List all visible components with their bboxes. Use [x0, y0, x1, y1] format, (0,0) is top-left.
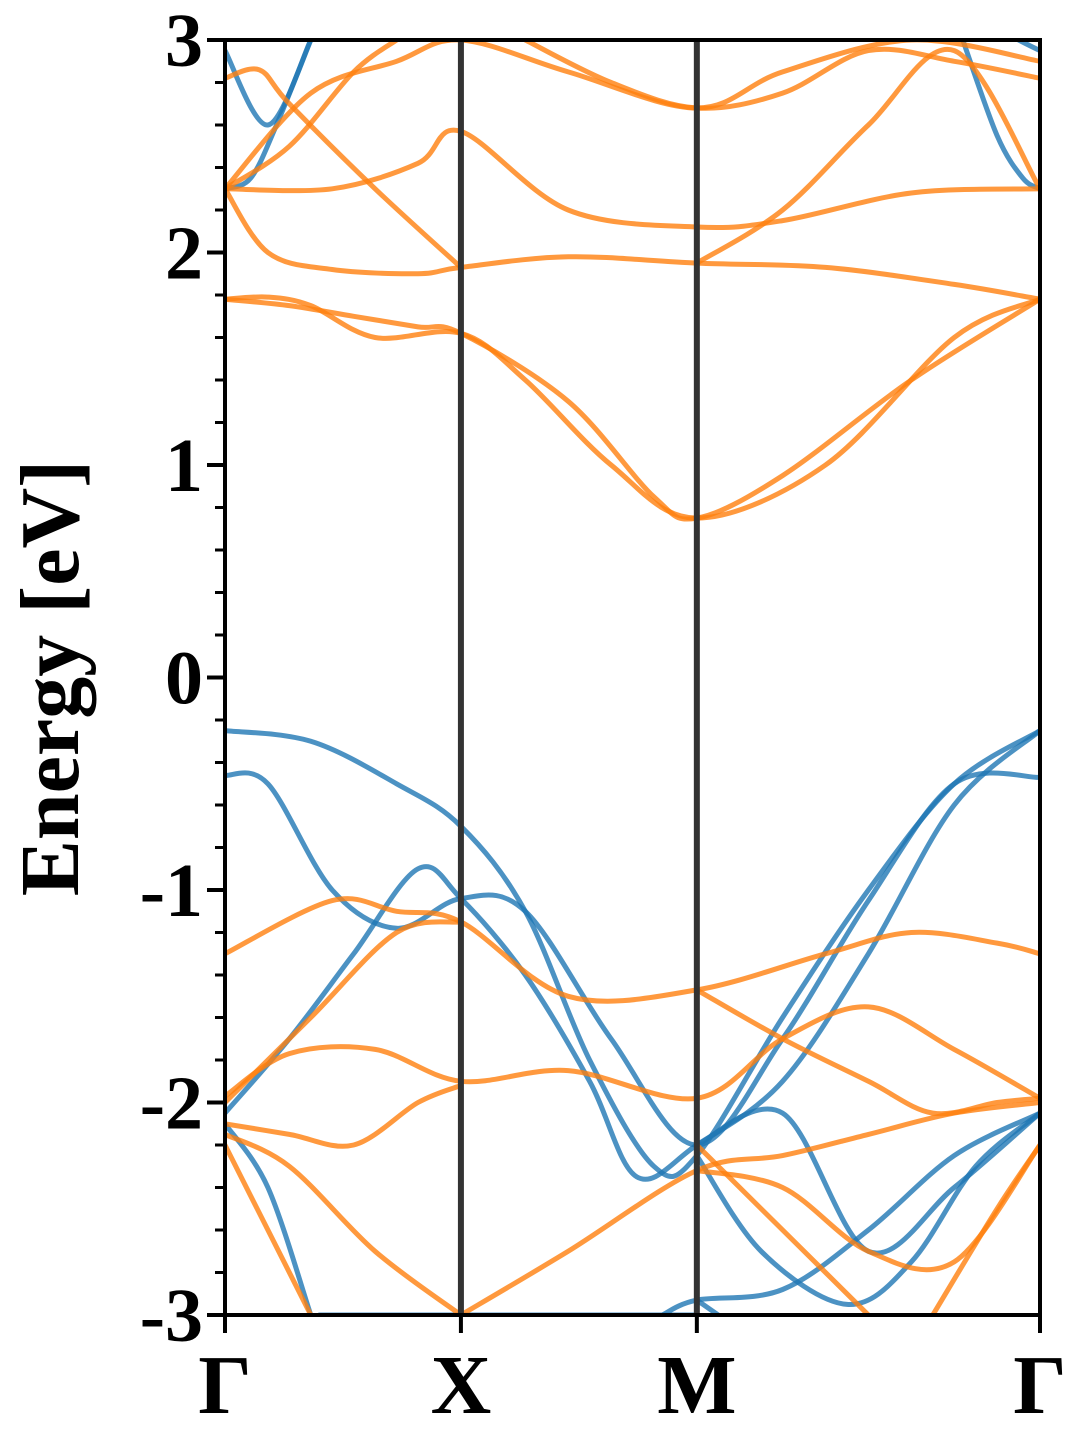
x-tick-label: X	[431, 1339, 492, 1432]
band-line-spin-down-30	[225, 40, 400, 192]
band-line-spin-down-29	[225, 66, 464, 270]
x-tick-label: M	[657, 1339, 736, 1432]
band-line-spin-down-26	[225, 186, 1040, 302]
band-line-spin-down-19	[694, 987, 1040, 1117]
kpoint-divider-lines	[457, 40, 700, 1315]
x-tick-label: Γ	[1013, 1339, 1066, 1432]
band-line-spin-down-15	[225, 1083, 464, 1149]
band-line-spin-down-25	[225, 296, 1040, 522]
y-axis-ticks: -3 -2 -1 0 1 2 3	[140, 0, 225, 1358]
band-line-spin-up-1	[225, 770, 1040, 1148]
y-tick-label: 0	[165, 637, 203, 721]
y-tick-label: -2	[140, 1062, 203, 1146]
band-line-spin-up-11	[960, 40, 1040, 192]
band-line-spin-down-24	[225, 294, 1040, 521]
band-line-spin-down-17	[225, 1131, 464, 1315]
band-line-spin-down-28	[225, 40, 1040, 192]
band-line-spin-up-10	[225, 40, 314, 192]
band-line-spin-down-23	[930, 1142, 1040, 1315]
band-line-spin-down-21	[694, 1142, 871, 1315]
band-line-spin-down-27	[225, 127, 1040, 231]
band-line-spin-down-13	[225, 896, 1040, 1004]
y-tick-label: -1	[140, 849, 203, 933]
band-line-spin-down-22	[225, 1142, 314, 1315]
band-line-spin-down-14	[225, 1004, 1040, 1102]
band-line-spin-up-5	[694, 1110, 1040, 1307]
band-line-spin-down-32	[694, 46, 1040, 266]
band-lines	[225, 40, 1040, 1315]
band-line-spin-up-0	[225, 728, 1040, 1179]
band-line-spin-down-20	[694, 1142, 1040, 1273]
band-line-spin-up-8	[694, 1297, 721, 1315]
band-line-spin-down-16	[225, 919, 464, 1105]
band-line-spin-up-2	[225, 728, 1040, 1182]
y-tick-label: 3	[165, 0, 203, 83]
band-line-spin-down-31	[522, 40, 1040, 111]
y-axis-title: Energy [eV]	[4, 460, 97, 896]
y-tick-label: 1	[165, 424, 203, 508]
x-tick-label: Γ	[198, 1339, 251, 1432]
band-line-spin-up-7	[660, 1110, 1040, 1315]
y-tick-label: 2	[165, 212, 203, 296]
y-tick-label: -3	[140, 1274, 203, 1358]
